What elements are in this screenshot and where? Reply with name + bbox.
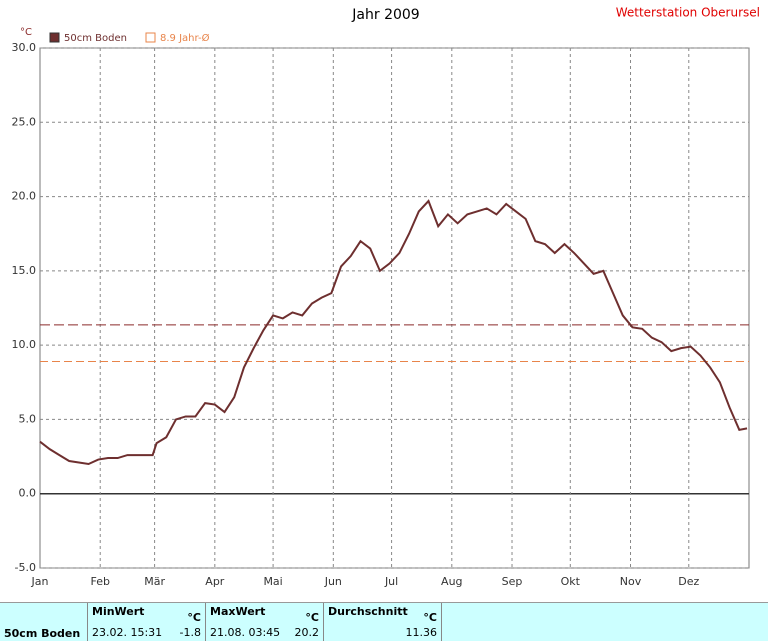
footer-label: 50cm Boden	[0, 603, 88, 641]
x-tick-label: Sep	[502, 575, 523, 588]
min-value: -1.8	[179, 626, 201, 639]
x-tick-label: Dez	[678, 575, 699, 588]
footer: 50cm Boden MinWert °C 23.02. 15:31 -1.8 …	[0, 602, 768, 641]
x-tick-label: Jul	[384, 575, 398, 588]
x-tick-label: Mär	[144, 575, 165, 588]
legend-label: 8.9 Jahr-Ø	[160, 32, 210, 44]
avg-unit: °C	[423, 611, 437, 624]
station: Wetterstation Oberursel	[616, 6, 760, 20]
chart: Jahr 2009 Wetterstation Oberursel °C 50c…	[12, 6, 761, 589]
series-line	[39, 199, 748, 466]
y-tick-label: -5.0	[15, 561, 36, 574]
y-unit: °C	[20, 27, 32, 38]
x-tick-label: Aug	[441, 575, 462, 588]
x-tick-label: Mai	[263, 575, 282, 588]
min-cell: MinWert °C 23.02. 15:31 -1.8	[88, 603, 206, 641]
x-tick-label: Jan	[31, 575, 49, 588]
avg-title: Durchschnitt	[328, 605, 408, 618]
legend-swatch	[145, 32, 156, 43]
max-title: MaxWert	[210, 605, 266, 618]
chart-title: Jahr 2009	[351, 7, 419, 23]
x-tick-label: Nov	[620, 575, 642, 588]
max-when: 21.08. 03:45	[210, 626, 281, 639]
y-tick-label: 5.0	[19, 412, 37, 425]
min-unit: °C	[187, 611, 201, 624]
x-tick-label: Feb	[90, 575, 109, 588]
y-tick-label: 30.0	[12, 41, 37, 54]
y-tick-label: 10.0	[12, 338, 37, 351]
min-title: MinWert	[92, 605, 145, 618]
min-when: 23.02. 15:31	[92, 626, 163, 639]
max-unit: °C	[305, 611, 319, 624]
avg-cell: Durchschnitt °C 11.36	[324, 603, 442, 641]
legend-swatch	[49, 32, 60, 43]
x-tick-label: Apr	[205, 575, 225, 588]
y-tick-label: 20.0	[12, 190, 37, 203]
x-tick-label: Okt	[561, 575, 581, 588]
y-tick-label: 15.0	[12, 264, 37, 277]
y-tick-label: 0.0	[19, 487, 37, 500]
max-value: 20.2	[294, 626, 320, 639]
x-tick-label: Jun	[324, 575, 342, 588]
max-cell: MaxWert °C 21.08. 03:45 20.2	[206, 603, 324, 641]
plot-area	[39, 47, 750, 569]
y-tick-label: 25.0	[12, 115, 37, 128]
legend-label: 50cm Boden	[64, 33, 127, 44]
avg-value: 11.36	[405, 626, 438, 639]
